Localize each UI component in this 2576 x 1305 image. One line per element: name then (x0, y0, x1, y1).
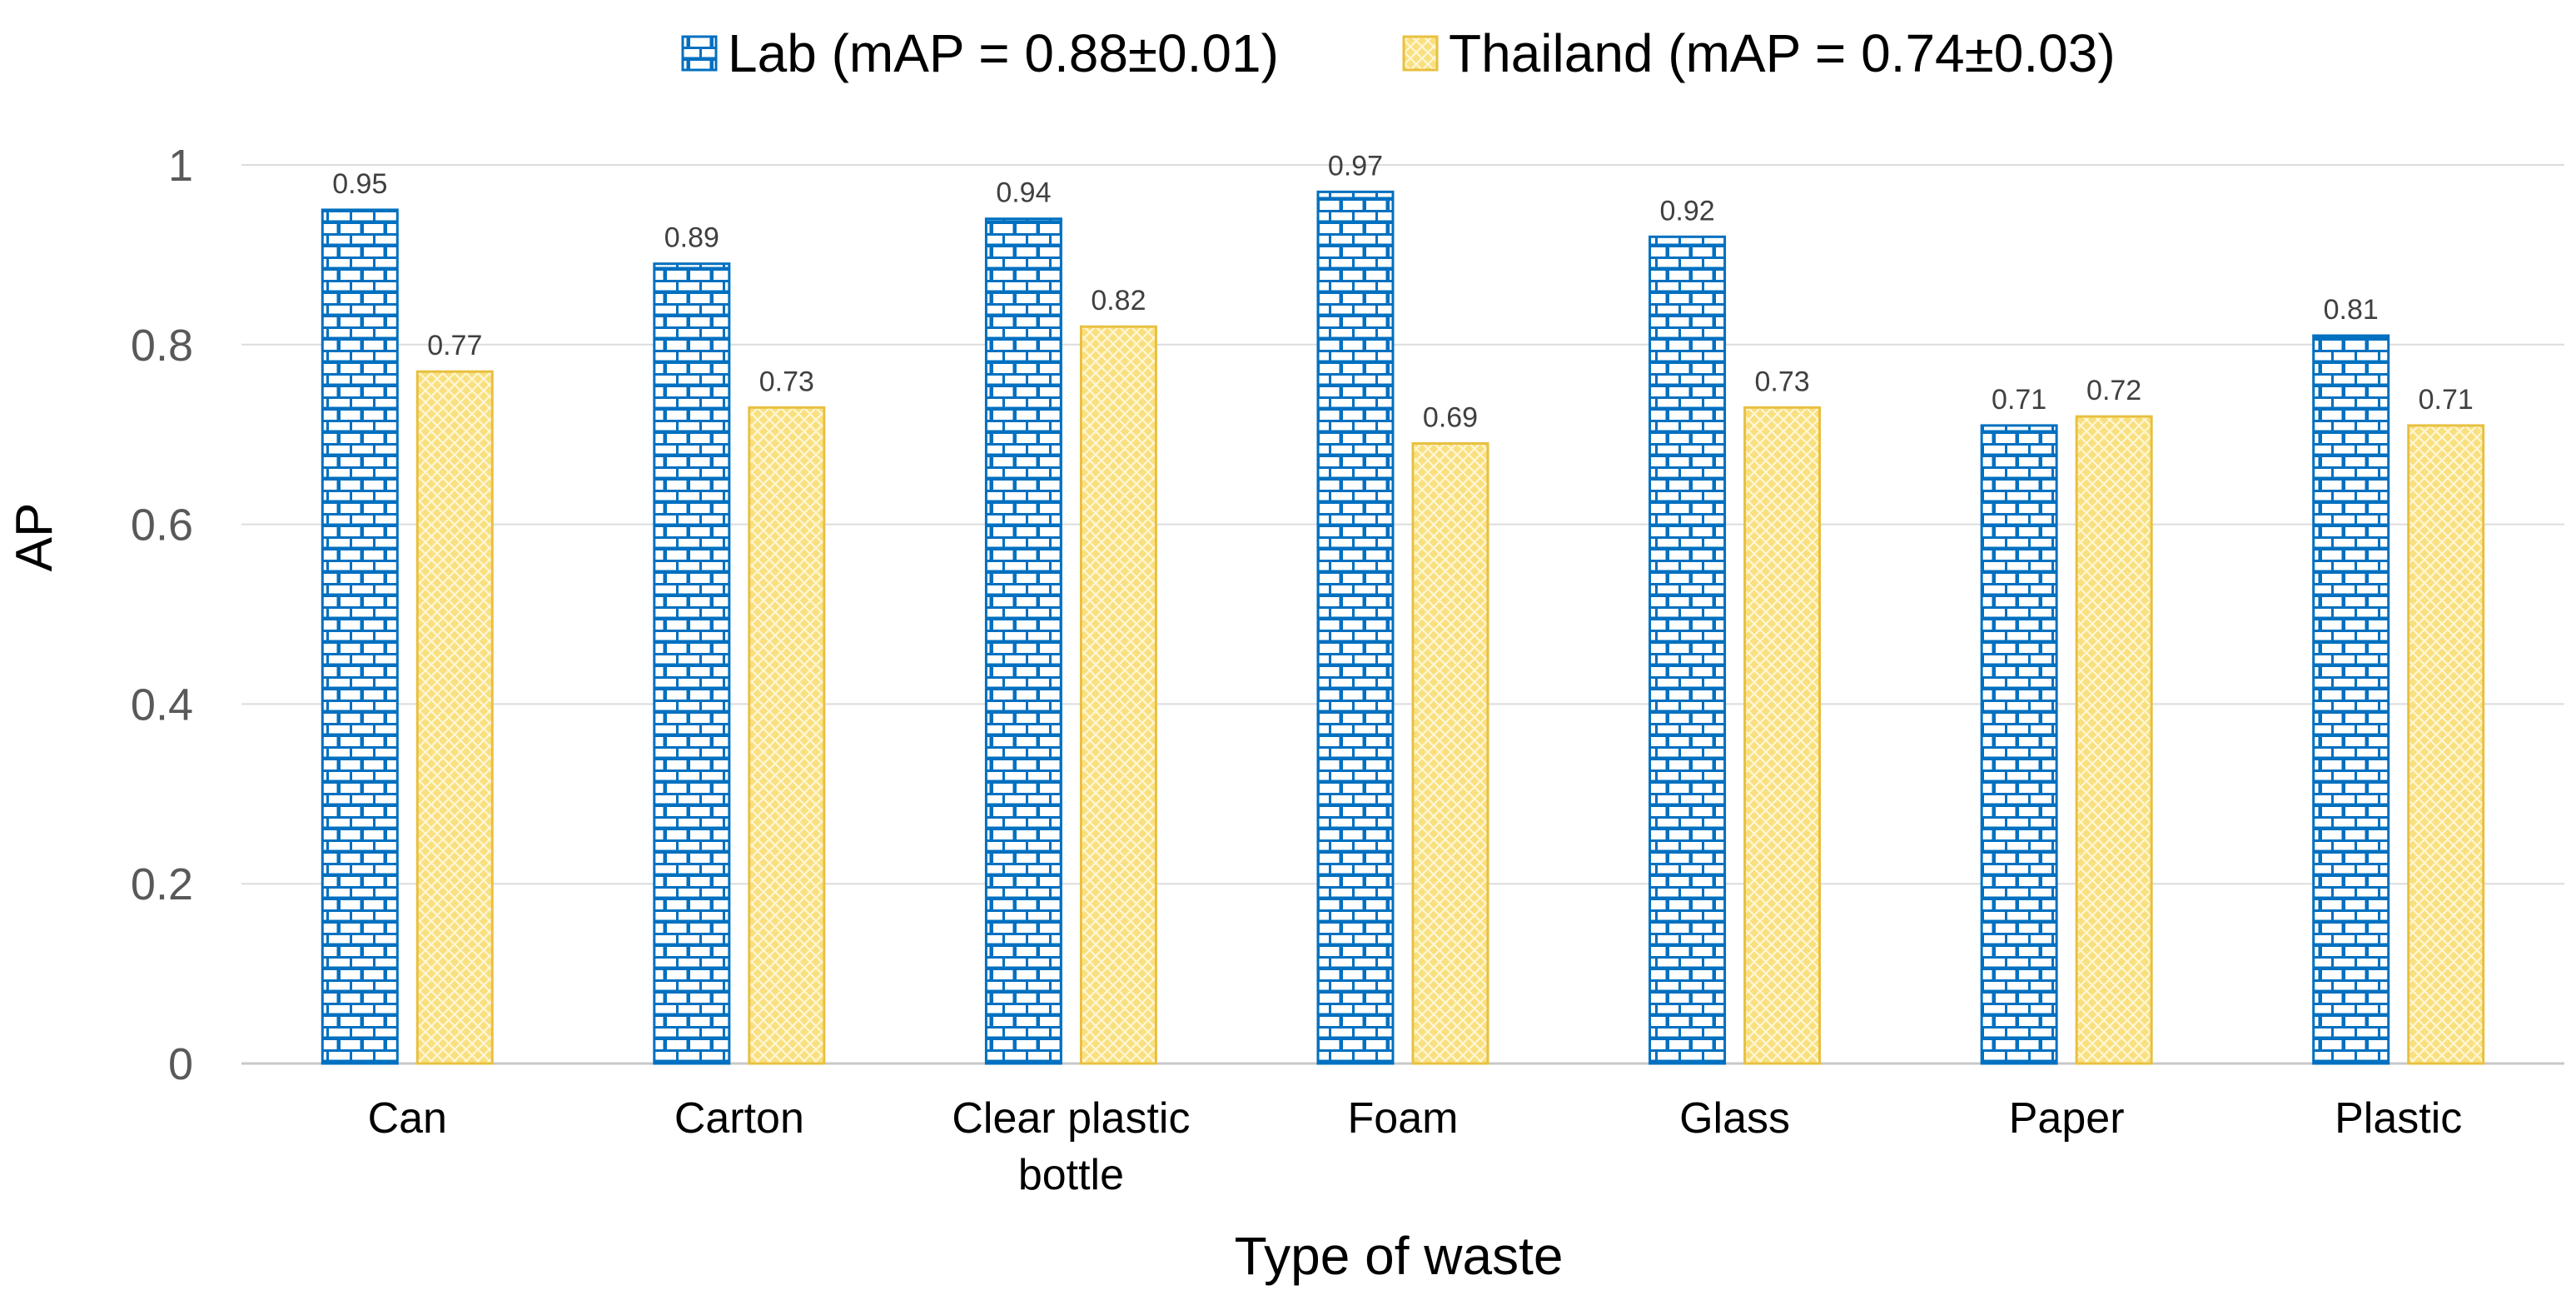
data-label-lab: 0.89 (664, 222, 719, 254)
y-tick-label: 0 (168, 1039, 193, 1089)
data-label-lab: 0.71 (1992, 384, 2046, 416)
x-category-label: Can (368, 1094, 447, 1143)
x-axis-categories: Can Carton Clear plastic bottle Foam Glass Pap… (368, 1094, 2463, 1199)
bar-lab (653, 262, 731, 1065)
data-label-lab: 0.95 (332, 168, 387, 200)
y-tick-label: 0.4 (131, 680, 193, 730)
data-label-thailand: 0.69 (1423, 401, 1478, 433)
data-label-lab: 0.92 (1659, 195, 1714, 227)
gridlines (241, 164, 2564, 1065)
bar-lab (1980, 424, 2058, 1065)
y-tick-label: 0.8 (131, 321, 193, 371)
bar-thailand (748, 406, 826, 1065)
bar-lab (2312, 334, 2390, 1065)
bar-lab (321, 208, 399, 1065)
data-label-thailand: 0.77 (427, 330, 482, 361)
y-tick-label: 0.6 (131, 501, 193, 550)
data-label-lab: 0.97 (1328, 150, 1383, 182)
data-label-thailand: 0.82 (1091, 285, 1146, 316)
bar-lab (1316, 190, 1395, 1065)
bar-lab (984, 217, 1062, 1065)
legend: Lab (mAP = 0.88±0.01) Thailand (mAP = 0.… (681, 23, 2116, 83)
data-label-lab: 0.81 (2324, 294, 2379, 326)
bar-thailand (1743, 406, 1822, 1065)
bar-thailand (2407, 424, 2485, 1065)
y-axis-title: AP (6, 503, 63, 572)
x-category-label: Plastic (2335, 1094, 2462, 1143)
legend-label-thailand: Thailand (mAP = 0.74±0.03) (1449, 23, 2116, 83)
legend-label-lab: Lab (mAP = 0.88±0.01) (728, 23, 1279, 83)
legend-swatch-thailand (1402, 35, 1439, 72)
bar-thailand (1411, 441, 1489, 1065)
bars (321, 190, 2485, 1065)
bar-thailand (2075, 415, 2153, 1065)
x-category-label: bottle (1018, 1151, 1124, 1199)
bar-lab (1649, 235, 1727, 1065)
y-axis-ticks: 0 0.2 0.4 0.6 0.8 1 (131, 141, 193, 1089)
data-label-thailand: 0.72 (2086, 375, 2141, 406)
bar-thailand (1079, 325, 1157, 1065)
x-category-label: Paper (2009, 1094, 2125, 1143)
legend-swatch-lab (681, 35, 718, 72)
x-category-label: Glass (1679, 1094, 1790, 1143)
data-label-lab: 0.94 (996, 177, 1051, 209)
data-label-thailand: 0.71 (2419, 384, 2474, 416)
x-category-label: Foam (1348, 1094, 1459, 1143)
data-label-thailand: 0.73 (1754, 366, 1809, 397)
data-label-thailand: 0.73 (759, 366, 814, 397)
x-category-label: Carton (674, 1094, 804, 1143)
bar-thailand (415, 370, 494, 1065)
data-labels: 0.95 0.77 0.89 0.73 0.94 0.82 0.97 0.69 0.92 0.73… (332, 150, 2474, 433)
x-category-label: Clear plastic (952, 1094, 1190, 1143)
x-axis-title: Type of waste (1235, 1226, 1564, 1286)
y-tick-label: 0.2 (131, 859, 193, 909)
y-tick-label: 1 (168, 141, 193, 191)
